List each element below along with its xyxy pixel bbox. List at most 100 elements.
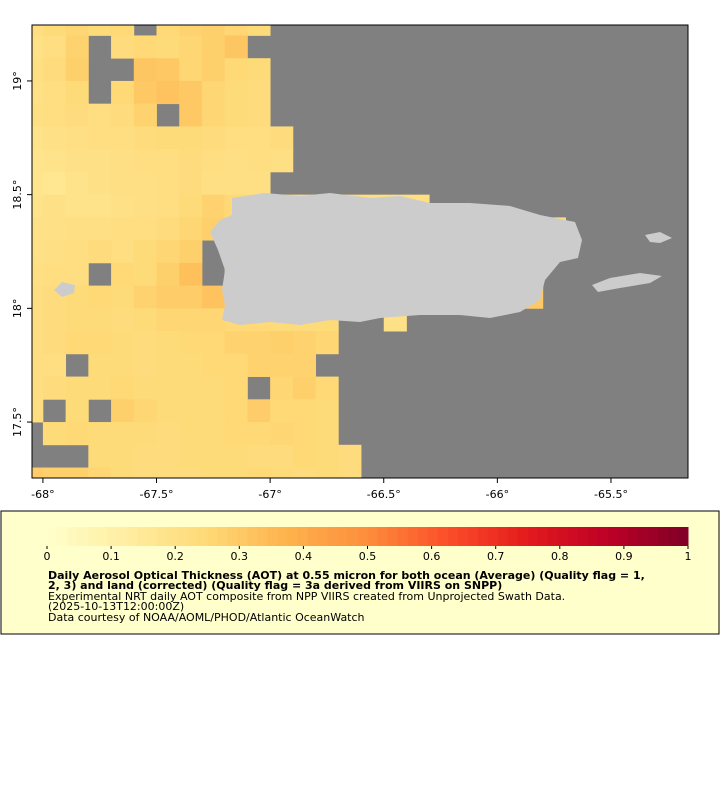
- aot-cell: [292, 444, 316, 468]
- aot-cell: [42, 262, 67, 287]
- aot-cell: [247, 331, 271, 355]
- puerto-rico: [210, 193, 582, 325]
- aot-cell: [179, 353, 203, 377]
- aot-cell: [88, 285, 112, 309]
- culebra: [645, 232, 672, 243]
- aot-cell: [156, 240, 180, 264]
- aot-cell: [42, 467, 67, 478]
- aot-cell: [179, 25, 203, 36]
- aot-cell: [270, 422, 294, 446]
- aot-cell: [111, 331, 135, 355]
- vieques: [592, 273, 662, 292]
- aot-cell: [88, 149, 112, 173]
- aot-cell: [270, 399, 294, 423]
- x-tick-label: -65.5°: [594, 488, 628, 501]
- aot-cell: [201, 285, 226, 309]
- mona: [54, 282, 75, 297]
- aot-cell: [32, 80, 44, 105]
- aot-cell: [88, 25, 112, 36]
- aot-cell: [224, 126, 248, 150]
- aot-cell: [156, 35, 180, 59]
- plot-frame: [31, 24, 689, 479]
- aot-cell: [65, 126, 89, 150]
- aot-cell: [42, 331, 67, 355]
- aot-cell: [156, 217, 180, 241]
- aot-cell: [224, 35, 248, 59]
- aot-cell: [179, 149, 203, 173]
- y-tick-label: 18.5°: [11, 180, 24, 210]
- aot-cell: [133, 103, 157, 127]
- aot-cell: [224, 467, 248, 478]
- aot-cell: [133, 399, 157, 423]
- aot-cell: [201, 171, 226, 196]
- colorbar-segment: [67, 527, 78, 546]
- aot-cell: [133, 217, 157, 241]
- colorbar-segment: [307, 527, 318, 546]
- aot-cell: [133, 171, 157, 196]
- aot-cell: [65, 240, 89, 264]
- aot-cell: [133, 422, 157, 446]
- colorbar-segment: [657, 527, 669, 546]
- aot-cell: [65, 194, 89, 218]
- x-tick-label: -66°: [486, 488, 509, 501]
- aot-cell: [65, 171, 89, 196]
- colorbar-segment: [677, 527, 689, 546]
- aot-cell: [224, 331, 248, 355]
- aot-cell: [32, 399, 44, 423]
- aot-cell: [32, 194, 44, 218]
- colorbar-segment: [297, 527, 308, 546]
- aot-cell: [156, 80, 180, 105]
- aot-cell: [88, 422, 112, 446]
- aot-cell: [179, 422, 203, 446]
- aot-cell: [201, 444, 226, 468]
- colorbar-segment: [577, 527, 589, 546]
- x-tick-label: -68°: [31, 488, 54, 501]
- aot-cell: [111, 217, 135, 241]
- aot-cell: [247, 399, 271, 423]
- aot-cell: [88, 194, 112, 218]
- aot-cell: [247, 80, 271, 105]
- aot-cell: [247, 103, 271, 127]
- aot-cell: [201, 80, 226, 105]
- aot-cell: [65, 103, 89, 127]
- aot-cell: [42, 149, 67, 173]
- colorbar-segment: [267, 527, 278, 546]
- aot-cell: [179, 262, 203, 287]
- colorbar-segment: [607, 527, 619, 546]
- aot-cell: [88, 171, 112, 196]
- aot-cell: [32, 308, 44, 332]
- y-tick-label: 17.5°: [11, 407, 24, 437]
- aot-cell: [32, 285, 44, 309]
- aot-cell: [42, 126, 67, 150]
- aot-cell: [179, 171, 203, 196]
- aot-cell: [270, 353, 294, 377]
- colorbar-tick-label: 0.6: [423, 550, 441, 563]
- aot-cell: [65, 376, 89, 400]
- colorbar-segment: [637, 527, 649, 546]
- aot-cell: [111, 103, 135, 127]
- aot-cell: [292, 422, 316, 446]
- aot-cell: [32, 376, 44, 400]
- aot-cell: [292, 467, 316, 478]
- aot-cell: [42, 171, 67, 196]
- colorbar-segment: [517, 527, 529, 546]
- aot-cell: [247, 422, 271, 446]
- colorbar-segment: [487, 527, 499, 546]
- colorbar-segment: [177, 527, 188, 546]
- aot-cell: [292, 331, 316, 355]
- aot-cell: [224, 399, 248, 423]
- aot-cell: [88, 353, 112, 377]
- land: [54, 193, 672, 325]
- aot-cell: [32, 217, 44, 241]
- aot-cell: [270, 331, 294, 355]
- aot-cell: [111, 149, 135, 173]
- aot-cell: [88, 217, 112, 241]
- colorbar-tick-label: 0.7: [487, 550, 505, 563]
- aot-cell: [270, 126, 294, 150]
- colorbar-segment: [257, 527, 268, 546]
- aot-cell: [224, 171, 248, 196]
- aot-cell: [315, 422, 339, 446]
- colorbar-segment: [47, 527, 58, 546]
- colorbar-tick-label: 0.3: [231, 550, 249, 563]
